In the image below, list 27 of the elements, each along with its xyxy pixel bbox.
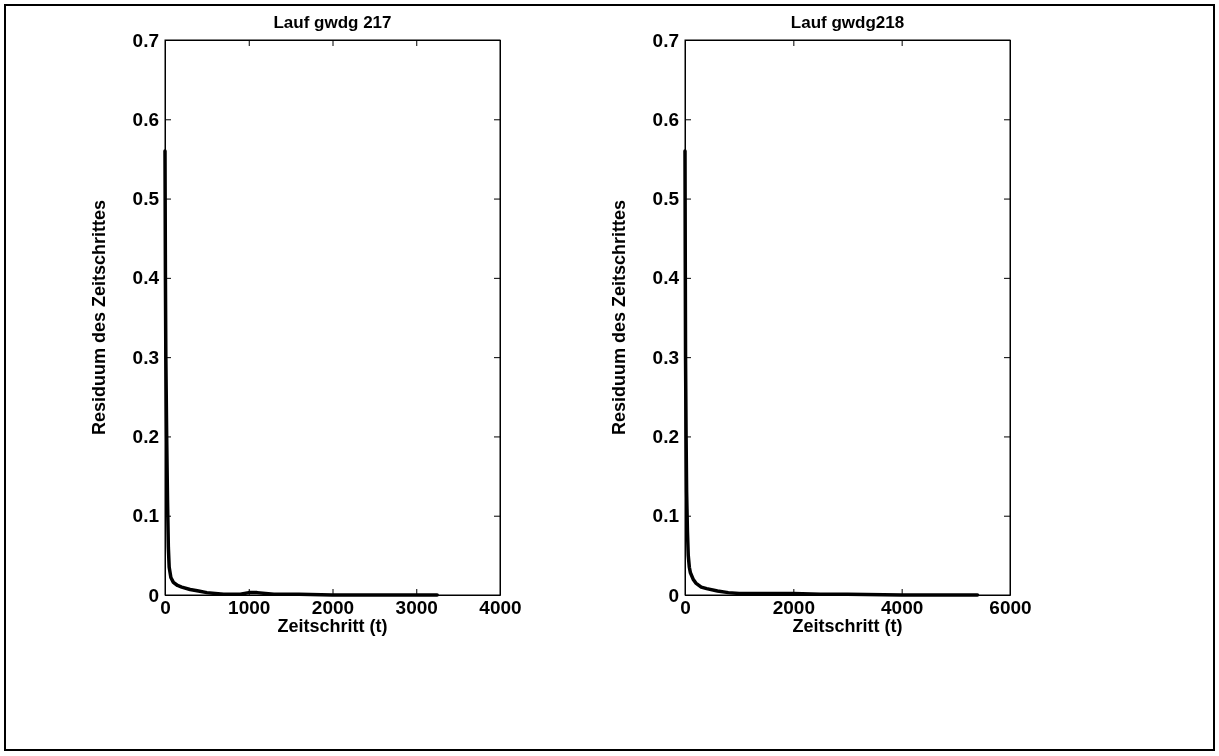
x-tick-label: 2000 [772, 597, 815, 619]
y-tick-label: 0.7 [652, 29, 679, 51]
x-tick-label: 1000 [228, 597, 271, 619]
y-axis-title: Residuum des Zeitschrittes [89, 199, 109, 436]
y-axis-title: Residuum des Zeitschrittes [609, 199, 629, 436]
x-axis-title: Zeitschritt (t) [792, 616, 903, 636]
y-tick-label: 0.3 [652, 346, 679, 368]
y-tick-label: 0.4 [652, 267, 680, 289]
y-tick-label: 0.5 [132, 188, 160, 210]
chart-title: Lauf gwdg 217 [273, 13, 392, 32]
y-tick-label: 0.5 [652, 188, 680, 210]
y-tick-label: 0.1 [652, 505, 680, 527]
chart-title: Lauf gwdg218 [790, 13, 905, 32]
y-tick-label: 0.2 [652, 426, 679, 448]
y-tick-label: 0.6 [652, 108, 679, 130]
x-tick-label: 4000 [881, 597, 924, 619]
x-axis-title: Zeitschritt (t) [277, 616, 388, 636]
y-tick-label: 0.4 [132, 267, 160, 289]
y-tick-label: 0.1 [132, 505, 160, 527]
x-tick-label: 6000 [989, 597, 1032, 619]
x-tick-label: 4000 [479, 597, 522, 619]
x-tick-label: 2000 [311, 597, 355, 619]
y-tick-label: 0.6 [132, 108, 159, 130]
y-tick-label: 0.3 [132, 346, 159, 368]
y-tick-label: 0.2 [132, 426, 159, 448]
y-tick-label: 0.7 [132, 29, 159, 51]
x-tick-label: 3000 [395, 597, 438, 619]
